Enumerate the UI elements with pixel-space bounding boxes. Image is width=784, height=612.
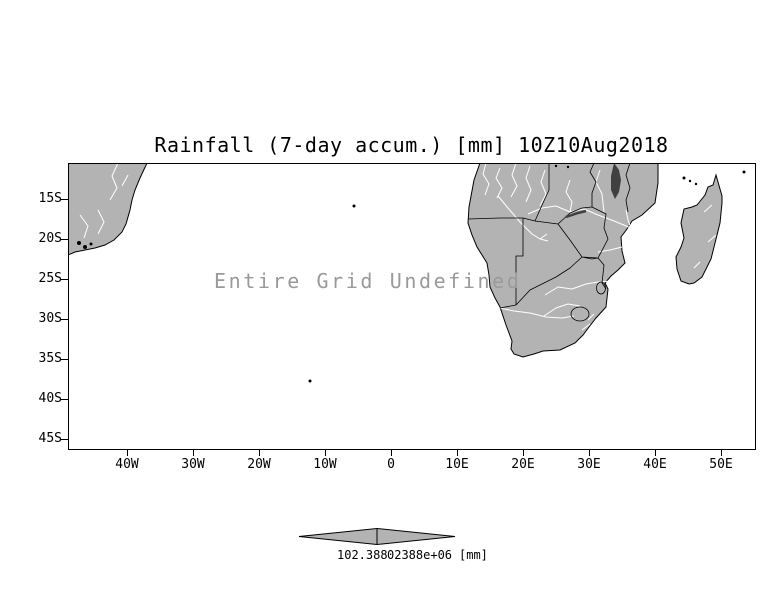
africa-landmass (467, 163, 659, 358)
st-helena-island (352, 204, 356, 208)
brazil-coast-lagoon-1 (77, 241, 81, 245)
lon-tick-10e: 10E (445, 457, 469, 472)
lon-axis-ticks (127, 449, 722, 456)
lat-tick-15s: 15S (38, 191, 62, 206)
comoros-island-1 (682, 176, 686, 180)
madagascar-landmass (675, 173, 723, 285)
country-borders (467, 163, 631, 309)
lon-tick-30w: 30W (181, 457, 205, 472)
islands (77, 164, 746, 383)
colorbar-label-left: 102.388 (337, 548, 388, 562)
lon-tick-30e: 30E (577, 457, 601, 472)
lon-tick-40e: 40E (643, 457, 667, 472)
lon-tick-20e: 20E (511, 457, 535, 472)
zambia-dark-mark-1 (554, 164, 558, 168)
lat-tick-45s: 45S (38, 431, 62, 446)
colorbar-unit-label: [mm] (459, 548, 488, 562)
colorbar-label-right: 02388e+06 (387, 548, 453, 562)
basemap (68, 163, 746, 383)
lat-tick-20s: 20S (38, 231, 62, 246)
brazil-coast-lagoon-3 (89, 242, 93, 246)
brazil-coast-lagoon-2 (83, 245, 87, 249)
lat-tick-35s: 35S (38, 351, 62, 366)
lon-tick-10w: 10W (313, 457, 337, 472)
lon-tick-20w: 20W (247, 457, 271, 472)
plot-title: Rainfall (7-day accum.) [mm] 10Z10Aug201… (154, 133, 669, 157)
lat-tick-40s: 40S (38, 391, 62, 406)
zambia-dark-mark-2 (566, 165, 570, 169)
lesotho-border (570, 306, 590, 322)
grid-undefined-message: Entire Grid Undefined (214, 269, 522, 293)
northeast-island-speck (742, 170, 746, 174)
lat-tick-30s: 30S (38, 311, 62, 326)
lon-tick-0: 0 (387, 457, 395, 472)
colorbar (298, 527, 456, 546)
plot-frame (68, 163, 756, 450)
lake-malawi (611, 163, 621, 199)
south-america-landmass (68, 163, 148, 256)
lake-kariba (565, 209, 587, 219)
lat-tick-25s: 25S (38, 271, 62, 286)
comoros-island-2 (688, 179, 692, 183)
lon-tick-40w: 40W (115, 457, 139, 472)
tristan-da-cunha-island (308, 379, 312, 383)
lon-tick-50e: 50E (709, 457, 733, 472)
comoros-island-3 (694, 182, 698, 186)
lat-axis-ticks (61, 199, 68, 440)
eswatini-border (596, 281, 606, 295)
